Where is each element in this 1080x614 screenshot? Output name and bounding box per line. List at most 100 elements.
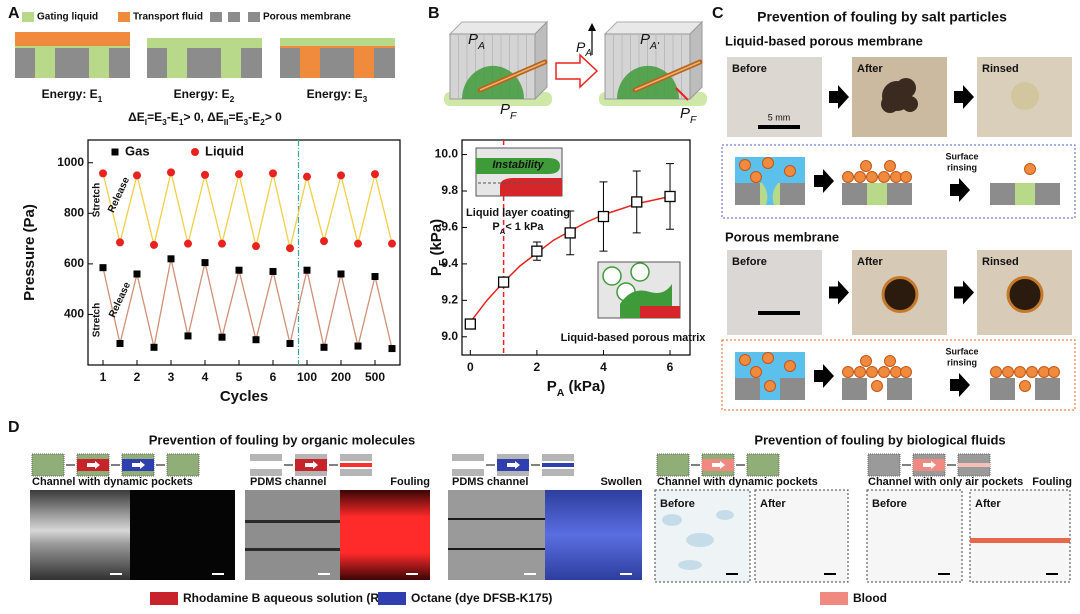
salt-particle [854,171,866,183]
group-label: Channel with dynamic pockets [657,476,818,488]
salt-particle [890,366,902,378]
salt-particle [784,165,796,177]
y-axis-title: PF (kPa) [428,219,449,276]
membrane-pillar [147,48,167,78]
legend-label: Porous membrane [263,12,351,23]
energy-equation-sub: 1 [179,117,184,127]
salt-deposit [1006,276,1044,313]
y-tick-label: 600 [64,256,84,270]
step-label: rinsing [947,357,977,367]
marker [564,227,576,239]
channel-wall [448,518,545,520]
channel-core [634,61,701,91]
salt-particle [990,366,1002,378]
pressure-label-part: P [468,31,478,48]
salt-deposit [881,95,899,113]
energy-label-part: E [355,87,363,101]
salt-particle [750,366,762,378]
schematic-tile [340,454,372,461]
energy-label-sub: 1 [98,94,103,104]
salt-particle [884,355,896,367]
panel-title: Prevention of fouling by biological flui… [754,432,1005,447]
y-tick-label: 9.6 [441,220,458,234]
membrane-pillar [735,183,760,205]
energy-equation-sub: I [145,117,147,127]
marker [150,240,158,249]
schematic-tile [542,469,574,476]
micrograph [30,490,130,580]
residue [662,514,682,526]
energy-equation-sub: 3 [162,117,167,127]
energy-label-part: Energy: [307,87,355,101]
pressure-label-sub: A' [649,40,660,52]
y-tick-label: 400 [64,307,84,321]
gating-liquid [280,38,395,46]
membrane-pillar [374,48,395,78]
pressure-label: PA' [640,31,660,52]
marker [497,276,510,288]
marker [167,255,175,263]
marker [303,172,311,181]
y-tick-label: 9.8 [441,183,458,197]
inset-label-part: P [492,221,499,233]
pressure-label-sub: F [510,110,517,122]
marker [116,340,124,348]
salt-residue [1011,82,1039,110]
salt-particle [842,171,854,183]
salt-particle [739,354,751,366]
marker [371,273,379,281]
inset-channel [500,178,562,196]
marker [235,170,243,179]
schematic-tile [295,469,327,476]
energy-equation-part: ΔE [128,110,145,124]
salt-particle [739,159,751,171]
membrane-pillar [187,48,221,78]
inset-liquid [476,158,560,174]
photo-label: After [857,63,883,75]
x-tick-label: 0 [467,360,474,374]
residue [678,560,702,570]
marker [133,171,141,180]
salt-particle [854,366,866,378]
status-label: Swollen [600,476,642,488]
salt-deposit [896,78,916,98]
flow-arrow [305,461,318,469]
marker [664,190,676,203]
energy-equation-part: =E [228,110,243,124]
flow-arrow [923,461,936,469]
flow-arrow [675,87,689,101]
marker [388,239,396,248]
marker [252,242,260,251]
marker [150,343,158,351]
salt-particle [784,360,796,372]
frame-label: After [760,498,786,510]
membrane-pillar [735,378,760,400]
micrograph [130,490,235,580]
legend-swatch [22,12,34,22]
membrane-pillar [1035,183,1060,205]
schematic-tile [452,469,484,476]
block-top [448,21,549,35]
salt-particle [866,171,878,183]
legend-swatch [820,592,848,605]
membrane-pillar [887,183,912,205]
marker [388,345,396,353]
photo-label: Before [732,256,767,268]
arrow [829,85,849,109]
schematic-tile [656,453,690,477]
x-tick-label: 5 [236,370,243,384]
salt-particle [884,160,896,172]
salt-particle [900,171,912,183]
y-axis-title-sub: F [437,259,449,266]
inset-pore [602,266,622,286]
status-label: Fouling [1032,476,1072,488]
salt-deposit [881,276,919,313]
energy-label-sub: 3 [363,94,368,104]
marker [371,170,379,179]
membrane-pillar [780,183,805,205]
pressure-label-part: P [680,105,690,122]
inset-label: Instability [492,159,544,171]
schematic-tile [250,454,282,461]
arrow [954,85,974,109]
schematic-tile [452,454,484,461]
